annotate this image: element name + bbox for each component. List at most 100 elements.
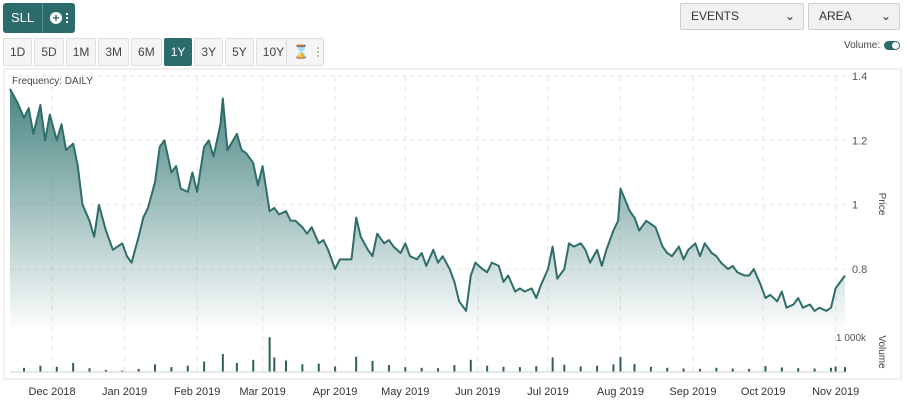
chevron-down-icon: ⌄ bbox=[880, 9, 891, 23]
add-comparison-button[interactable]: + bbox=[43, 3, 75, 33]
volume-bar bbox=[88, 368, 91, 372]
volume-bar bbox=[563, 364, 566, 372]
volume-bar bbox=[273, 357, 276, 372]
volume-bar bbox=[268, 337, 271, 372]
volume-bar bbox=[829, 367, 832, 372]
range-button-10y[interactable]: 10Y bbox=[255, 38, 292, 66]
x-tick-label: Mar 2019 bbox=[239, 386, 285, 398]
volume-bar bbox=[420, 367, 423, 372]
volume-bar bbox=[612, 364, 615, 372]
kebab-menu-icon bbox=[317, 47, 320, 57]
ticker-symbol[interactable]: SLL bbox=[3, 3, 44, 33]
volume-bar bbox=[317, 363, 320, 372]
volume-bar bbox=[72, 362, 75, 372]
volume-bar bbox=[518, 367, 521, 372]
chart-frame bbox=[3, 68, 902, 380]
x-tick-label: Jun 2019 bbox=[455, 386, 500, 398]
volume-toggle[interactable]: Volume: bbox=[844, 40, 901, 51]
volume-bar bbox=[666, 367, 669, 372]
volume-bar bbox=[834, 366, 837, 372]
volume-bar bbox=[137, 368, 140, 372]
price-area bbox=[10, 88, 845, 328]
y-tick-label: 1 bbox=[852, 200, 858, 212]
volume-bar bbox=[121, 370, 124, 372]
range-button-5y[interactable]: 5Y bbox=[225, 38, 254, 66]
volume-axis-title: Volume bbox=[876, 335, 887, 369]
x-tick-label: Aug 2019 bbox=[597, 386, 644, 398]
volume-bar bbox=[780, 367, 783, 372]
volume-bar bbox=[437, 368, 440, 372]
volume-bar bbox=[371, 360, 374, 372]
range-button-3m[interactable]: 3M bbox=[98, 38, 130, 66]
y-axis-title: Price bbox=[876, 193, 887, 216]
volume-bar bbox=[170, 367, 173, 372]
x-tick-label: Apr 2019 bbox=[313, 386, 358, 398]
volume-bar bbox=[813, 368, 816, 372]
volume-bar bbox=[486, 365, 489, 372]
volume-bar bbox=[252, 359, 255, 372]
plus-circle-icon: + bbox=[50, 12, 63, 24]
volume-bar bbox=[235, 362, 238, 372]
price-chart[interactable]: 0.8 1 1.2 1.4 Dec 2018 Jan 2019 Feb 2019 Mar 20… bbox=[0, 66, 908, 412]
volume-bar bbox=[535, 366, 538, 372]
volume-bar bbox=[596, 365, 599, 372]
x-tick-label: Jul 2019 bbox=[527, 386, 569, 398]
volume-bar bbox=[551, 357, 554, 372]
range-button-1d[interactable]: 1D bbox=[3, 38, 33, 66]
volume-bar bbox=[334, 366, 337, 372]
ticker-chip[interactable]: SLL + bbox=[3, 3, 75, 33]
x-tick-label: Dec 2018 bbox=[29, 386, 76, 398]
range-button-6m[interactable]: 6M bbox=[131, 38, 162, 66]
y-tick-label: 0.8 bbox=[852, 264, 867, 276]
x-tick-label: Nov 2019 bbox=[812, 386, 859, 398]
volume-bar bbox=[797, 368, 800, 372]
volume-bar bbox=[649, 366, 652, 372]
kebab-menu-icon bbox=[66, 13, 69, 23]
volume-bar bbox=[502, 366, 505, 372]
volume-bar bbox=[453, 365, 456, 372]
toggle-switch-icon[interactable] bbox=[884, 41, 901, 50]
frequency-label: Frequency: DAILY bbox=[12, 76, 93, 87]
events-dropdown[interactable]: EVENTS ⌄ bbox=[680, 3, 804, 30]
range-button-5d[interactable]: 5D bbox=[34, 38, 64, 66]
y-tick-label: 1.4 bbox=[852, 71, 867, 83]
volume-bar bbox=[355, 356, 358, 372]
volume-bar bbox=[301, 364, 304, 372]
volume-tick-label: 1 000k bbox=[836, 333, 867, 344]
x-tick-label: Oct 2019 bbox=[741, 386, 786, 398]
volume-bar bbox=[469, 359, 472, 372]
volume-bar bbox=[579, 366, 582, 372]
x-tick-label: May 2019 bbox=[381, 386, 429, 398]
y-tick-label: 1.2 bbox=[852, 135, 867, 147]
volume-bar bbox=[748, 368, 751, 372]
volume-bar bbox=[39, 365, 42, 372]
range-button-1y[interactable]: 1Y bbox=[163, 38, 193, 66]
x-tick-label: Feb 2019 bbox=[174, 386, 220, 398]
custom-range-button[interactable]: ⌛ bbox=[286, 38, 324, 66]
range-button-1m[interactable]: 1M bbox=[65, 38, 97, 66]
volume-bar bbox=[844, 367, 846, 372]
x-tick-label: Sep 2019 bbox=[669, 386, 716, 398]
volume-bar bbox=[186, 365, 189, 372]
range-button-3y[interactable]: 3Y bbox=[194, 38, 224, 66]
volume-bar bbox=[682, 368, 685, 372]
chart-type-dropdown[interactable]: AREA ⌄ bbox=[808, 3, 900, 30]
volume-bar bbox=[23, 367, 26, 372]
volume-bar bbox=[633, 364, 636, 372]
volume-bar bbox=[284, 360, 287, 372]
volume-bar bbox=[764, 366, 767, 372]
chart-type-dropdown-label: AREA bbox=[819, 9, 852, 23]
volume-bar bbox=[619, 357, 622, 372]
volume-bar bbox=[731, 368, 734, 372]
volume-bar bbox=[55, 366, 58, 372]
events-dropdown-label: EVENTS bbox=[691, 9, 740, 23]
price-line bbox=[9, 88, 846, 312]
hourglass-icon: ⌛ bbox=[293, 44, 310, 59]
range-selector: 1D 5D 1M 3M 6M 1Y 3Y 5Y 10Y bbox=[3, 38, 293, 66]
volume-bar bbox=[154, 364, 157, 372]
volume-bar bbox=[104, 369, 107, 372]
x-tick-label: Jan 2019 bbox=[102, 386, 147, 398]
volume-bar bbox=[387, 365, 390, 372]
volume-bar bbox=[404, 367, 407, 372]
chevron-down-icon: ⌄ bbox=[784, 9, 795, 23]
